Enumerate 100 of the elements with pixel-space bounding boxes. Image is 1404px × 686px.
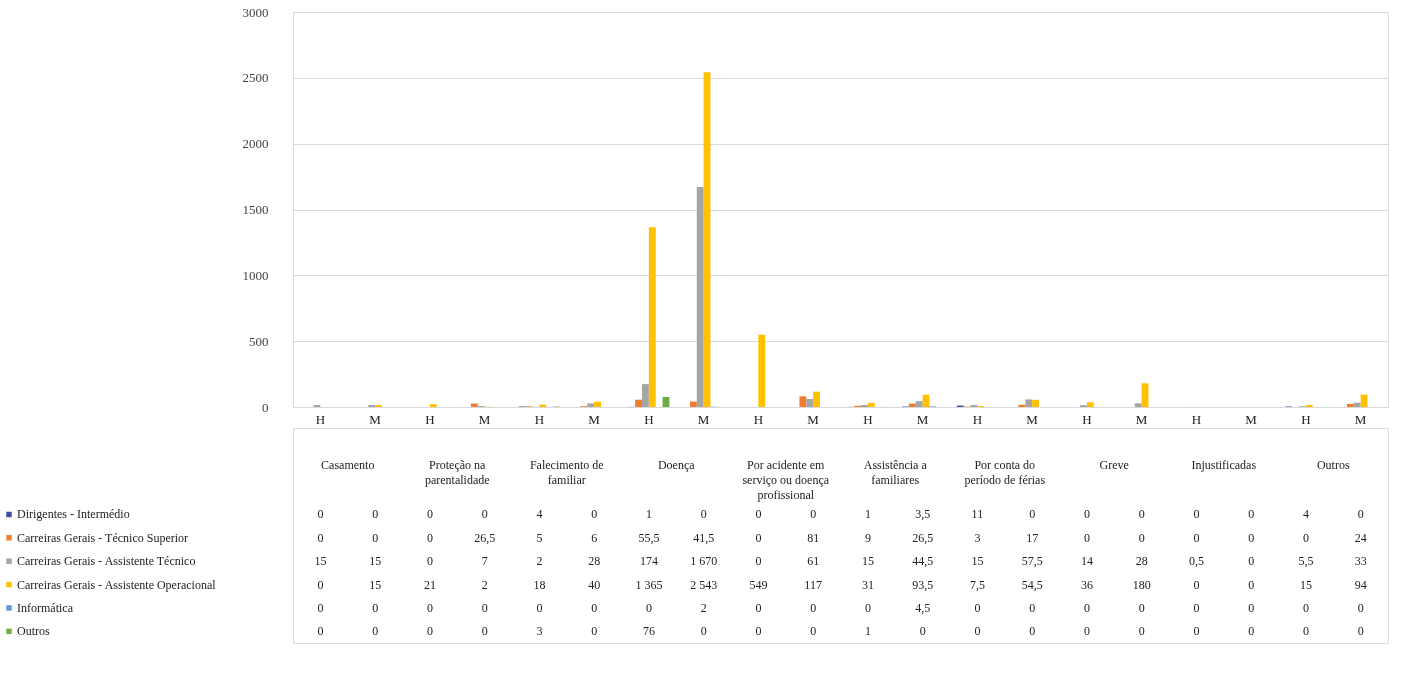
data-label: 3,5 (915, 507, 931, 522)
data-label: 0 (1248, 554, 1255, 569)
data-label: 28 (588, 554, 601, 569)
bar (1353, 402, 1361, 407)
data-label: 76 (642, 624, 655, 639)
bar (799, 396, 807, 407)
x-tick-label: M (1245, 411, 1258, 427)
legend-label: Carreiras Gerais - Assistente Técnico (17, 554, 196, 569)
text: Proteção na parentalidade (424, 458, 490, 488)
data-label: 1 (864, 507, 871, 522)
y-tick-label: 2500 (242, 70, 269, 86)
data-label: 7,5 (969, 577, 985, 592)
y-tick-label: 0 (262, 399, 269, 415)
text: Por conta do período de férias (964, 458, 1046, 488)
data-label: 0 (810, 624, 817, 639)
data-label: 0 (1302, 600, 1309, 615)
data-label: 31 (861, 577, 874, 592)
data-label: 0 (426, 600, 433, 615)
data-label: 14 (1080, 554, 1093, 569)
bar (813, 391, 820, 407)
data-label: 4 (536, 507, 543, 522)
data-label: 117 (804, 577, 822, 592)
data-label: 0 (372, 507, 379, 522)
x-tick-label: H (534, 411, 545, 427)
data-label: 0 (591, 600, 598, 615)
data-label: 93,5 (912, 577, 934, 592)
data-label: 3 (536, 624, 543, 639)
data-label: 5 (536, 530, 543, 545)
bar (587, 403, 595, 407)
data-label: 11 (971, 507, 984, 522)
x-tick-label: M (478, 411, 491, 427)
data-label: 0 (317, 600, 324, 615)
bar (1134, 403, 1142, 407)
bar (1086, 402, 1094, 407)
bar (648, 227, 656, 407)
bar (1032, 399, 1039, 407)
y-tick-label: 2000 (242, 136, 269, 152)
data-label: 0 (810, 507, 817, 522)
data-label: 9 (864, 530, 871, 545)
data-label: 2 (700, 600, 707, 615)
text: Greve (1099, 458, 1129, 473)
text: Outros (1316, 458, 1350, 473)
data-label: 174 (639, 554, 658, 569)
legend-label: Carreiras Gerais - Técnico Superior (17, 530, 189, 545)
data-label: 0 (536, 600, 543, 615)
bar (689, 401, 697, 407)
data-label: 0 (755, 554, 762, 569)
x-tick-label: M (916, 411, 929, 427)
data-label: 0 (481, 600, 488, 615)
data-label: 0 (919, 624, 926, 639)
data-label: 0 (372, 530, 379, 545)
data-label: 54,5 (1021, 577, 1043, 592)
data-label: 0 (372, 600, 379, 615)
data-label: 0 (755, 507, 762, 522)
data-label: 0 (1029, 600, 1036, 615)
data-label: 6 (591, 530, 598, 545)
data-label: 0 (426, 530, 433, 545)
x-tick-label: H (644, 411, 654, 427)
data-label: 15 (1299, 577, 1312, 592)
data-label: 0 (426, 624, 433, 639)
data-label: 549 (749, 577, 768, 592)
data-label: 0 (591, 507, 598, 522)
data-label: 15 (971, 554, 984, 569)
data-label: 0 (974, 624, 981, 639)
data-label: 0 (810, 600, 817, 615)
x-tick-label: M (807, 411, 820, 427)
data-label: 0 (1302, 530, 1309, 545)
data-label: 0 (317, 507, 324, 522)
data-label: 0 (481, 624, 488, 639)
data-label: 0 (1138, 624, 1145, 639)
data-label: 18 (533, 577, 546, 592)
data-label: 0 (1083, 530, 1090, 545)
data-label: 26,5 (474, 530, 496, 545)
data-label: 0 (1357, 624, 1364, 639)
data-label: 0 (1083, 624, 1090, 639)
x-tick-label: H (1191, 411, 1202, 427)
data-label: 1 670 (690, 554, 718, 569)
x-tick-label: M (369, 411, 382, 427)
data-label: 1 (864, 624, 871, 639)
data-label: 180 (1132, 577, 1151, 592)
x-tick-label: M (588, 411, 601, 427)
data-label: 0 (755, 624, 762, 639)
data-label: 0 (864, 600, 871, 615)
bar (642, 384, 649, 407)
data-label: 0 (1248, 530, 1255, 545)
y-tick-label: 1000 (242, 267, 269, 283)
data-label: 55,5 (638, 530, 660, 545)
data-label: 0 (1357, 507, 1364, 522)
data-label: 15 (369, 554, 382, 569)
data-label: 0 (1193, 507, 1200, 522)
data-label: 61 (807, 554, 820, 569)
data-label: 15 (861, 554, 874, 569)
x-tick-label: M (1135, 411, 1148, 427)
data-label: 0,5 (1188, 554, 1204, 569)
bar (696, 187, 704, 407)
data-label: 0 (317, 530, 324, 545)
data-label: 0 (1248, 507, 1255, 522)
data-label: 1 (645, 507, 652, 522)
data-label: 81 (807, 530, 820, 545)
legend-label: Informática (17, 600, 74, 615)
